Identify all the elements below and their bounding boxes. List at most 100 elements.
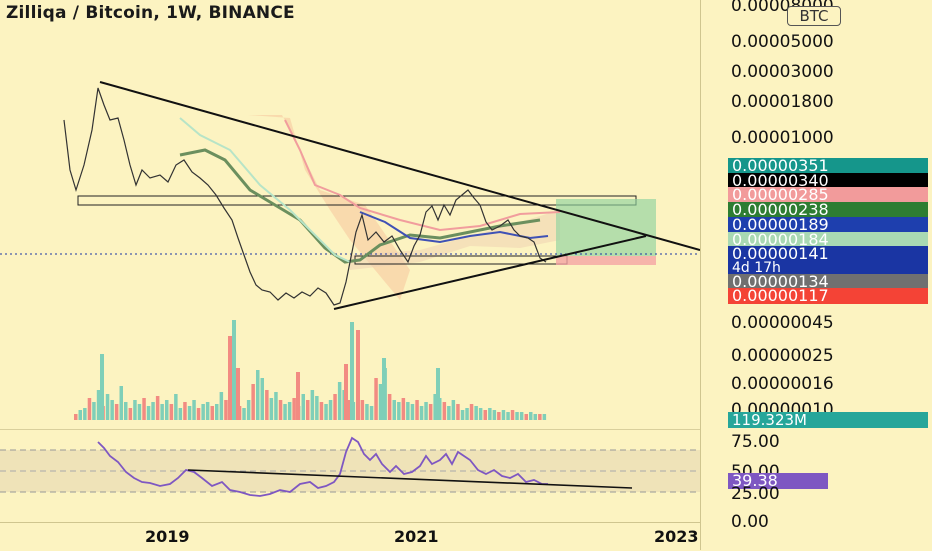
volume-bar: [183, 402, 187, 420]
volume-bar: [492, 410, 497, 420]
price-chart-pane[interactable]: Zilliqa / Bitcoin, 1W, BINANCE: [0, 0, 700, 428]
volume-bar: [165, 400, 169, 420]
volume-bar: [137, 404, 142, 420]
price-chart-svg[interactable]: [0, 0, 700, 428]
volume-bar: [278, 400, 283, 420]
volume-bar: [424, 402, 428, 420]
volume-bar: [74, 414, 78, 420]
volume-bar: [519, 412, 524, 420]
volume-bar: [119, 386, 123, 420]
volume-bar: [447, 406, 451, 420]
volume-bar: [114, 404, 119, 420]
rsi-svg[interactable]: [0, 430, 700, 523]
volume-bar: [296, 372, 300, 420]
last-price-tag: 0.00000141 4d 17h: [728, 244, 928, 276]
volume-bar: [96, 390, 101, 420]
volume-bar: [210, 406, 214, 420]
volume-bar: [515, 412, 519, 420]
price-tag: 0.00000238: [728, 202, 928, 218]
volume-bar: [78, 410, 82, 420]
bar-countdown: 4d 17h: [732, 260, 781, 276]
volume-bar: [306, 400, 310, 420]
volume-bar: [319, 402, 324, 420]
volume-bar: [274, 392, 278, 420]
volume-bar: [506, 412, 510, 420]
volume-bar: [110, 400, 114, 420]
volume-bar: [497, 412, 501, 420]
price-axis[interactable]: 0.00008000 0.00005000 0.00003000 0.00001…: [700, 0, 932, 550]
price-tick: 0.00005000: [731, 32, 834, 52]
volume-bar: [542, 414, 547, 420]
volume-bar: [174, 394, 178, 420]
currency-badge[interactable]: BTC: [787, 6, 841, 26]
price-tag: 0.00000351: [728, 158, 928, 174]
volume-bar: [269, 398, 274, 420]
volume-bar: [478, 408, 483, 420]
volume-bar: [232, 320, 236, 420]
volume-bar: [392, 400, 396, 420]
volume-bar: [419, 406, 424, 420]
volume-bar: [315, 396, 319, 420]
volume-bar: [310, 390, 315, 420]
volume-bar: [460, 410, 465, 420]
volume-bar: [356, 330, 360, 420]
volume-bar: [333, 394, 337, 420]
volume-bar: [228, 336, 232, 420]
volume-bar: [260, 378, 264, 420]
rsi-pane[interactable]: [0, 429, 700, 523]
volume-bar: [456, 404, 460, 420]
time-label-2021: 2021: [394, 527, 439, 546]
volume-bar: [510, 410, 515, 420]
volume-bar: [283, 404, 287, 420]
volume-bar: [483, 410, 487, 420]
ichimoku-cloud: [350, 210, 560, 270]
volume-bar: [178, 408, 183, 420]
rsi-tick: 0.00: [731, 512, 769, 532]
volume-bar: [187, 406, 192, 420]
volume-bar: [100, 354, 104, 420]
volume-bar: [256, 370, 260, 420]
volume-bar: [433, 394, 437, 420]
volume-bar: [328, 400, 333, 420]
volume-bar: [83, 408, 87, 420]
volume-bar: [451, 400, 456, 420]
volume-bar: [142, 398, 146, 420]
volume-bar: [236, 368, 240, 420]
time-axis[interactable]: 2019 2021 2023: [0, 522, 700, 551]
volume-bar: [155, 396, 160, 420]
stop-zone: [556, 256, 656, 265]
volume-bar: [360, 400, 365, 420]
volume-bar: [146, 406, 151, 420]
volume-bar: [151, 402, 155, 420]
time-label-2019: 2019: [145, 527, 190, 546]
volume-bar: [92, 402, 96, 420]
price-tick: 0.00001000: [731, 128, 834, 148]
volume-bar: [251, 384, 255, 420]
volume-bar: [442, 402, 447, 420]
price-tick: 0.00003000: [731, 62, 834, 82]
volume-bar: [205, 402, 210, 420]
price-tick: 0.00000045: [731, 313, 834, 333]
volume-bar: [488, 408, 492, 420]
price-tag: 0.00000285: [728, 187, 928, 203]
volume-bar: [301, 394, 305, 420]
volume-bar: [401, 398, 406, 420]
rsi-tick: 25.00: [731, 484, 780, 504]
price-tick: 0.00000016: [731, 374, 834, 394]
volume-bar: [369, 406, 374, 420]
volume-bar: [105, 394, 110, 420]
rsi-value-tag: 39.38: [728, 473, 828, 489]
volume-bar: [324, 404, 328, 420]
volume-bar: [347, 400, 351, 420]
volume-bar: [387, 394, 392, 420]
volume-bar: [344, 364, 348, 420]
price-tick: 0.00000025: [731, 346, 834, 366]
target-zone: [556, 199, 656, 256]
volume-bar: [337, 382, 342, 420]
price-tag: 0.00000134: [728, 274, 928, 290]
volume-bar: [378, 384, 383, 420]
last-price-value: 0.00000141: [732, 244, 829, 263]
ma-slow: [179, 148, 541, 264]
volume-bar: [160, 404, 164, 420]
price-line: [63, 87, 547, 306]
